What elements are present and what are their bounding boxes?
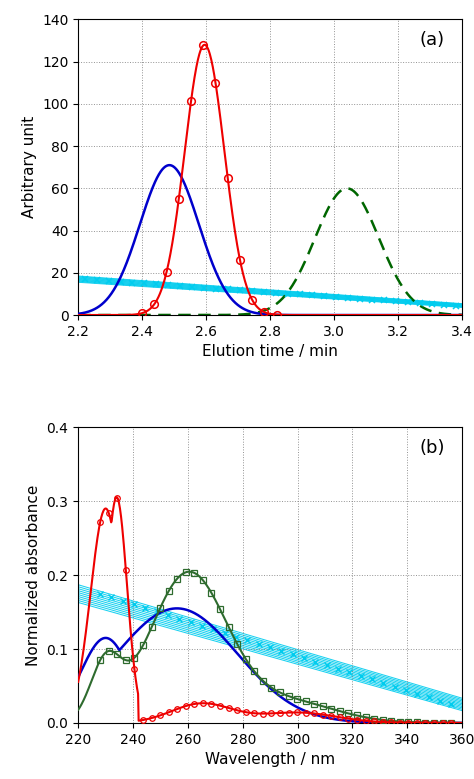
Text: (b): (b) [419,439,445,457]
X-axis label: Wavelength / nm: Wavelength / nm [205,753,335,767]
Text: (a): (a) [420,31,445,49]
Y-axis label: Arbitrary unit: Arbitrary unit [21,116,36,218]
X-axis label: Elution time / min: Elution time / min [202,344,338,359]
Y-axis label: Normalized absorbance: Normalized absorbance [26,485,41,666]
